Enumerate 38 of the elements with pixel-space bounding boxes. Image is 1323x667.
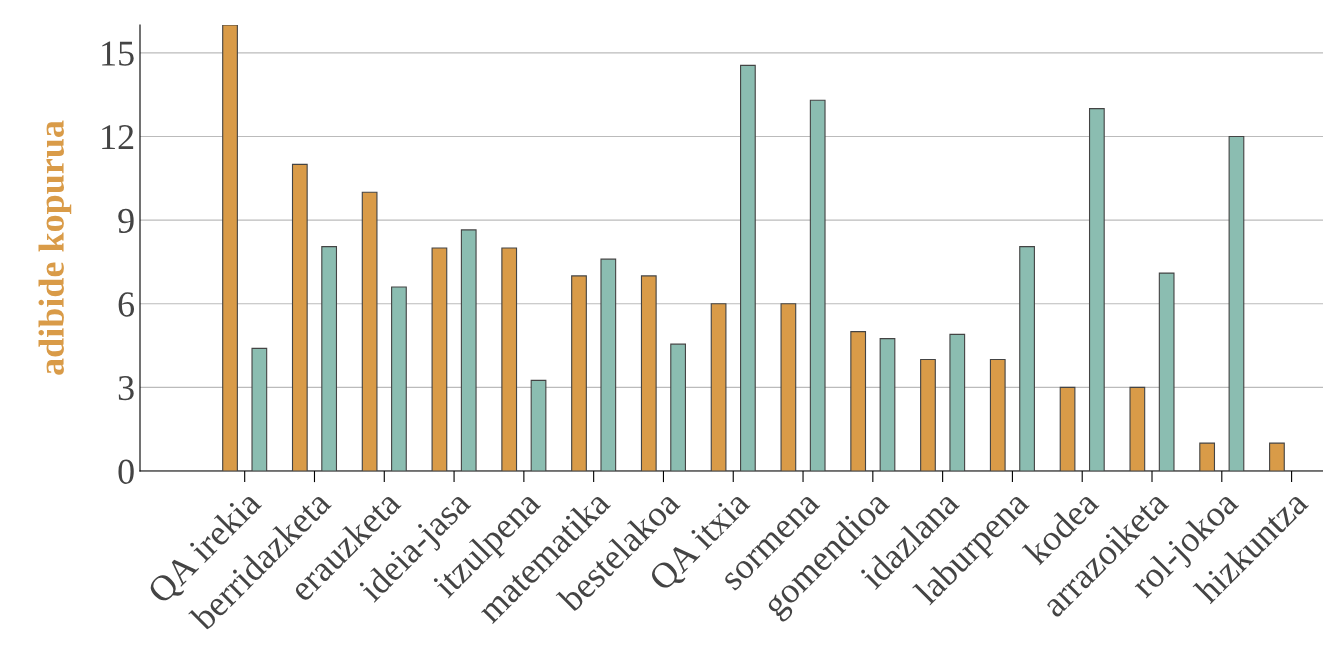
bar (571, 275, 587, 471)
bar (1269, 442, 1285, 471)
bar (431, 247, 448, 471)
bar (670, 343, 686, 471)
bar (989, 358, 1006, 471)
y-tick-label: 0 (118, 459, 134, 484)
bar (879, 338, 896, 471)
bar (710, 303, 727, 471)
y-axis-title: adibide kopurua (38, 120, 72, 375)
bar (460, 229, 477, 471)
bar (391, 286, 407, 471)
bar (291, 163, 308, 471)
bar (949, 333, 966, 471)
bar (780, 303, 797, 471)
bar (1158, 272, 1175, 471)
bar (920, 358, 936, 471)
y-tick-label: 3 (118, 375, 134, 401)
y-tick-label: 12 (102, 125, 134, 150)
bar (321, 246, 338, 471)
bar (1228, 135, 1245, 471)
bar (1199, 442, 1216, 471)
bar (222, 25, 238, 471)
bar (640, 275, 657, 471)
bar (1019, 246, 1035, 471)
bar (1088, 108, 1105, 471)
bar (361, 191, 378, 471)
bar (1129, 386, 1146, 471)
bar (740, 64, 756, 471)
bar (251, 347, 268, 471)
bar (850, 331, 867, 471)
bar (501, 247, 518, 471)
y-tick-label: 9 (118, 208, 134, 234)
y-tick-label: 15 (102, 41, 134, 66)
bar (809, 99, 826, 471)
bar (530, 379, 547, 471)
y-tick-label: 6 (118, 292, 135, 317)
bar (1059, 386, 1076, 471)
bar (600, 258, 617, 471)
